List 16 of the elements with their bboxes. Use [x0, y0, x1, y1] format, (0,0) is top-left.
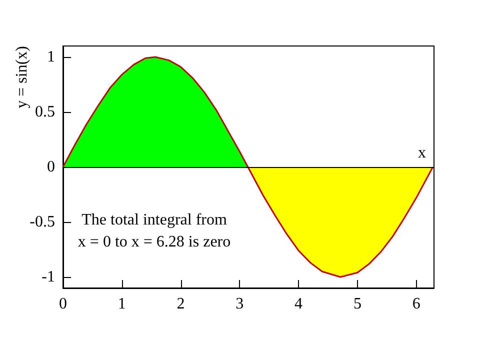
- y-tick-label: -1: [42, 268, 55, 286]
- x-tick-label: 5: [353, 296, 362, 312]
- annotation: The total integral from x = 0 to x = 6.28 is zero: [78, 211, 231, 250]
- line-series: [62, 56, 434, 278]
- x-axis-title: x: [418, 144, 426, 162]
- y-axis-title: y = sin(x): [14, 46, 30, 108]
- y-tick-label: 0: [47, 158, 55, 176]
- x-tick-label: 2: [176, 296, 185, 312]
- x-tick-label: 6: [412, 296, 420, 312]
- x-tick-label: 3: [236, 296, 244, 312]
- x-tick-label: 0: [59, 296, 67, 312]
- x-tick-label: 4: [294, 296, 303, 312]
- y-tick-label: 1: [47, 48, 55, 66]
- y-tick-label: -0.5: [30, 214, 55, 230]
- x-tick-label: 1: [118, 296, 126, 312]
- y-tick-label: 0.5: [35, 104, 55, 120]
